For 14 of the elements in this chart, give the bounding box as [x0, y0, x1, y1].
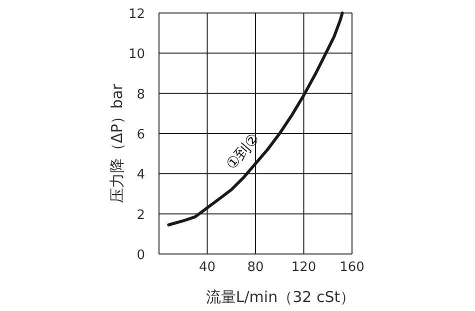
y-tick-label: 10 [128, 47, 145, 62]
x-axis-title: 流量L/min（32 cSt） [206, 288, 356, 306]
x-tick-label: 80 [247, 260, 264, 275]
y-tick-label: 12 [128, 7, 145, 22]
text: ①到② [222, 130, 264, 174]
y-tick-label: 2 [136, 208, 145, 223]
y-tick-label: 4 [136, 168, 145, 183]
x-tick-label: 120 [291, 260, 316, 275]
x-tick-label: 160 [340, 260, 364, 275]
y-tick-label: 6 [136, 128, 145, 142]
x-tick-label: 40 [198, 260, 216, 275]
y-axis-title: 压力降（ΔP）bar [108, 83, 126, 204]
y-tick-label: 8 [136, 87, 145, 102]
y-tick-label: 0 [136, 248, 145, 263]
